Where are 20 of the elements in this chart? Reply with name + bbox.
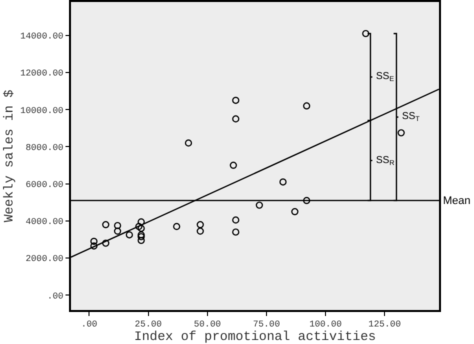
y-tick-label: 6000.00: [26, 180, 64, 190]
y-tick-label: 12000.00: [20, 68, 64, 79]
y-tick-label: 2000.00: [26, 254, 64, 264]
x-axis-title: Index of promotional activities: [134, 329, 376, 344]
x-tick-label: 50.00: [194, 320, 221, 330]
y-tick-label: 10000.00: [20, 106, 64, 116]
x-tick-label: 100.00: [309, 320, 342, 330]
y-tick-label: 14000.00: [20, 32, 64, 42]
x-tick-label: 25.00: [134, 320, 162, 330]
x-tick-label: .00: [81, 320, 98, 330]
y-tick-label: .00: [47, 291, 64, 302]
annotation: SS$_{R}$: [376, 155, 394, 168]
y-axis-title: Weekly sales in $: [2, 89, 17, 222]
annotation: SS$_{E}$: [376, 71, 394, 84]
y-tick-label: 4000.00: [26, 217, 64, 228]
y-tick-label: 8000.00: [26, 142, 64, 153]
annotation: SS$_{T}$: [402, 111, 420, 124]
x-tick-label: 125.00: [368, 320, 401, 330]
x-tick-label: 75.00: [252, 320, 280, 330]
ref-line-label: Mean: [443, 195, 471, 207]
